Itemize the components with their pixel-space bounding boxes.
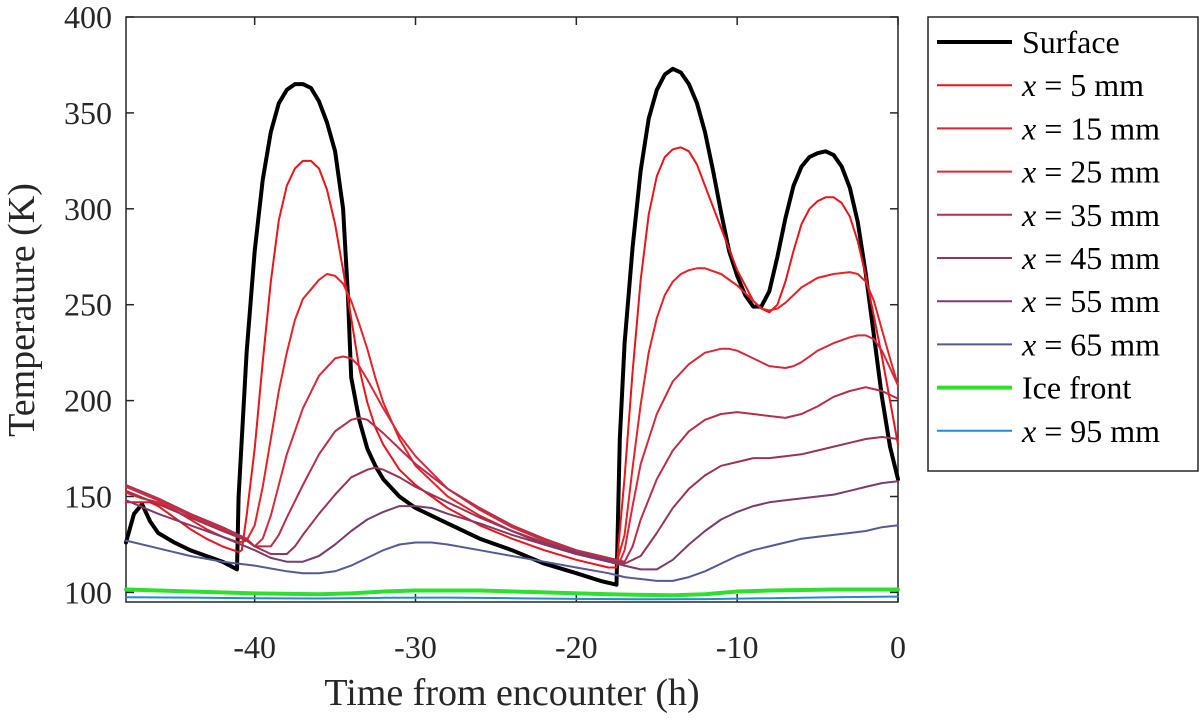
y-axis-label: Temperature (K) [1,183,43,437]
axis-ticks: -40 -30 -20 -10 0 100 150 200 250 300 350 400 [64,0,906,665]
legend-label: x = 5 mm [1021,67,1144,103]
series-line-x-55-mm [125,480,899,571]
series-line-x-95-mm [125,595,899,601]
legend-label: x = 35 mm [1021,197,1160,233]
x-axis-label: Time from encounter (h) [324,672,699,714]
y-tick-label: 150 [64,479,112,515]
series-lines [124,66,900,601]
legend-label: x = 25 mm [1021,154,1160,190]
series-line-x-5-mm [125,146,899,569]
legend-label: x = 15 mm [1021,110,1160,146]
y-tick-label: 300 [64,191,112,227]
series-line-surface [124,66,900,587]
x-tick-label: -20 [555,629,598,665]
x-tick-label: -40 [233,629,276,665]
legend-label: x = 45 mm [1021,240,1160,276]
legend: Surface x = 5 mm x = 15 mm x = 25 mm x = 35 … [927,16,1199,472]
series-line-x-35-mm [125,386,899,563]
legend-box [927,16,1199,472]
legend-label: x = 65 mm [1021,326,1160,362]
series-line-x-65-mm [125,524,899,582]
series-line-ice-front [124,587,900,598]
plot-area [125,16,899,603]
y-tick-label: 400 [64,0,112,35]
y-tick-label: 100 [64,574,112,610]
legend-label: x = 55 mm [1021,283,1160,319]
y-tick-label: 250 [64,287,112,323]
legend-label: x = 95 mm [1021,413,1160,449]
legend-label: Surface [1022,24,1120,60]
x-tick-label: 0 [890,629,906,665]
legend-label: Ice front [1022,370,1131,406]
y-tick-label: 350 [64,95,112,131]
y-tick-label: 200 [64,383,112,419]
x-tick-label: -10 [716,629,759,665]
series-line-x-45-mm [125,436,899,565]
x-tick-label: -30 [394,629,437,665]
